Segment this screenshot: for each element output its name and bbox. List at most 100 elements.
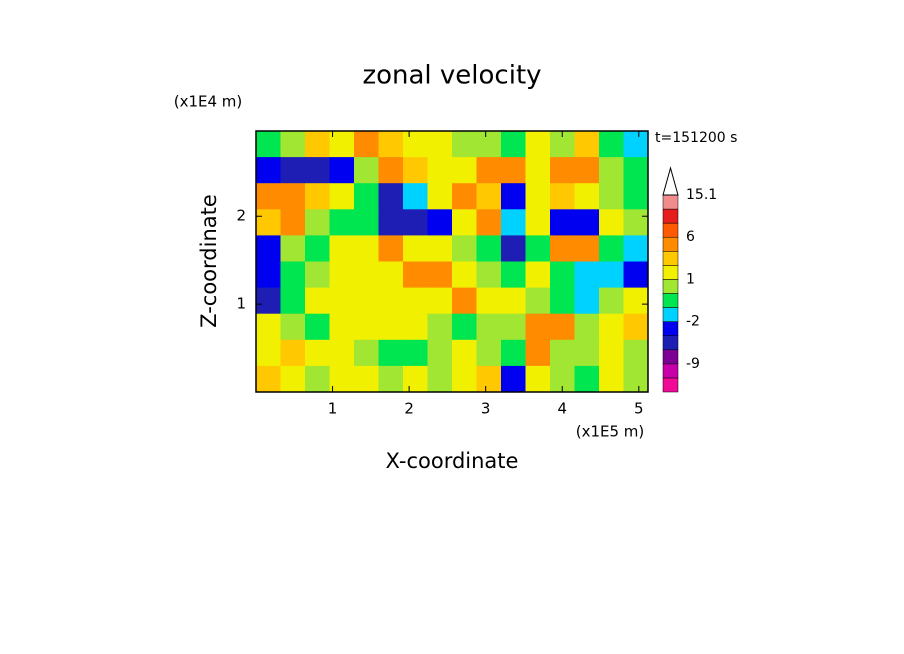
field-cell [354,313,379,341]
field-cell [525,157,551,184]
field-cell [280,287,306,315]
plot-frame [255,130,649,393]
field-cell [305,183,330,210]
field-cell [501,365,526,393]
field-cell [354,365,379,393]
field-cell [354,235,379,262]
field-cell [427,313,453,341]
colorbar-swatch [662,293,679,308]
y-tick-label: 1 [236,295,246,313]
field-cell [525,235,551,262]
field-cell [574,339,600,367]
field-cell [305,157,330,184]
field-cell [354,157,379,184]
field-cell [305,209,330,236]
field-cell [599,157,624,184]
field-cell [256,209,281,236]
field-cell [599,235,624,262]
field-cell [525,183,551,210]
field-cell [427,183,453,210]
field-cell [427,365,453,393]
field-cell [305,365,330,393]
field-cell [574,157,600,184]
colorbar-swatch [662,265,679,280]
field-cell [378,183,404,210]
x-axis-label: X-coordinate [386,449,519,473]
field-cell [280,339,306,367]
field-cell [403,157,428,184]
field-cell [403,287,428,315]
field-cell [574,209,600,236]
chart-title: zonal velocity [362,61,541,91]
colorbar-label: 15.1 [686,187,717,203]
field-cell [476,209,502,236]
field-cell [476,287,502,315]
field-cell [501,209,526,236]
field-cell [501,313,526,341]
field-cell [623,313,649,341]
field-cell [623,131,649,158]
field-cell [378,235,404,262]
field-cell [550,287,575,315]
y-axis-label: Z-coordinate [197,194,221,328]
field-cell [501,287,526,315]
field-cell [476,365,502,393]
field-cell [378,131,404,158]
field-cell [452,157,477,184]
colorbar-swatch [662,349,679,365]
field-cell [525,261,551,289]
colorbar-swatch [662,194,679,210]
field-cell [599,261,624,289]
y-tick-label: 2 [236,207,246,225]
field-cell [599,339,624,367]
field-cell [452,131,477,158]
x-tick-label: 4 [557,400,567,418]
field-cell [574,183,600,210]
field-cell [599,183,624,210]
field-cell [427,287,453,315]
field-cell [305,261,330,289]
field-cell [378,365,404,393]
field-cell [525,287,551,315]
field-cell [329,365,355,393]
field-cell [525,209,551,236]
field-cell [476,131,502,158]
field-cell [329,261,355,289]
colorbar-swatch [662,363,679,379]
field-cell [525,339,551,367]
field-cell [378,261,404,289]
field-cell [476,235,502,262]
field-cell [427,131,453,158]
field-cell [256,235,281,262]
field-cell [378,339,404,367]
colorbar-swatch [662,307,679,322]
field-cell [427,157,453,184]
field-cell [623,157,649,184]
x-tick-label: 2 [404,400,414,418]
colorbar-swatch [662,335,679,351]
field-cell [329,235,355,262]
field-cell [427,339,453,367]
field-cell [574,235,600,262]
field-cell [476,183,502,210]
colorbar-label: 1 [686,271,695,287]
field-cell [378,209,404,236]
colorbar-swatch [662,321,679,336]
field-cell [623,261,649,289]
field-cell [280,209,306,236]
colorbar-swatch [662,251,679,266]
field-cell [403,209,428,236]
field-cell [403,261,428,289]
field-cell [574,313,600,341]
field-cell [427,261,453,289]
field-cell [550,183,575,210]
field-cell [452,313,477,341]
field-cell [378,313,404,341]
field-cell [550,339,575,367]
field-cell [525,313,551,341]
field-cell [501,261,526,289]
field-cell [623,183,649,210]
x-tick-label: 1 [328,400,338,418]
field-cell [476,157,502,184]
